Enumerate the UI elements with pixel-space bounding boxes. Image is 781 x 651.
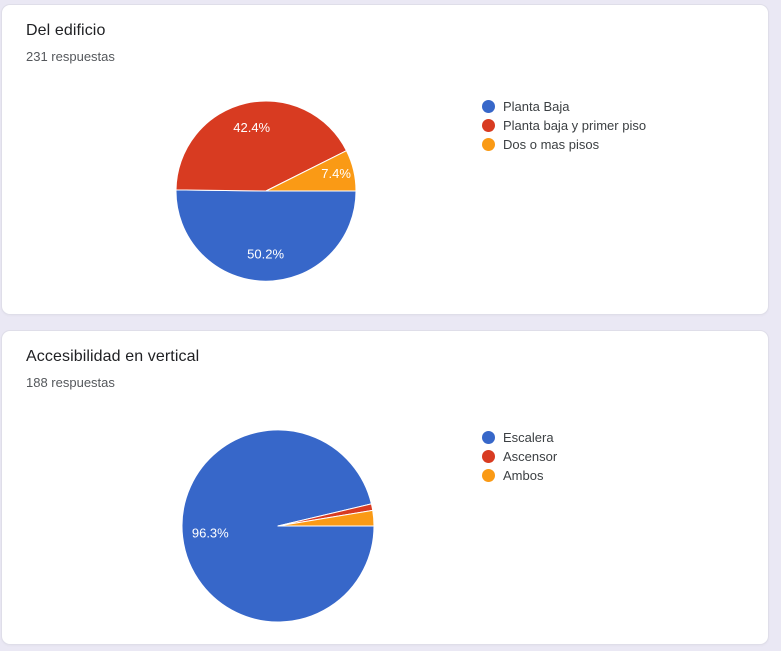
question-card-del-edificio: Del edificio 231 respuestas 50.2% 42.4% 7.… <box>1 4 769 315</box>
legend-color-dot <box>482 469 495 482</box>
chart-legend: Planta Baja Planta baja y primer piso Do… <box>482 97 646 154</box>
question-title: Accesibilidad en vertical <box>26 348 200 365</box>
pie-slice-label: 7.4% <box>321 166 351 181</box>
chart-legend: Escalera Ascensor Ambos <box>482 428 557 485</box>
pie-slice <box>265 150 357 192</box>
pie-chart: 50.2% 42.4% 7.4% <box>175 100 357 282</box>
legend-item: Ambos <box>482 466 557 485</box>
legend-item: Ascensor <box>482 447 557 466</box>
legend-label: Dos o mas pisos <box>503 137 600 152</box>
pie-slice-label: 42.4% <box>233 120 270 135</box>
legend-item: Escalera <box>482 428 557 447</box>
legend-label: Planta Baja <box>503 99 570 114</box>
legend-label: Escalera <box>503 430 554 445</box>
pie-slice-label: 50.2% <box>247 246 284 261</box>
question-card-accesibilidad: Accesibilidad en vertical 188 respuestas… <box>1 330 769 645</box>
response-count: 231 respuestas <box>26 49 115 64</box>
legend-color-dot <box>482 100 495 113</box>
pie-slice <box>175 100 347 192</box>
legend-color-dot <box>482 119 495 132</box>
pie-chart: 96.3% <box>181 429 375 623</box>
question-title: Del edificio <box>26 22 106 39</box>
pie-slice <box>277 509 375 527</box>
legend-label: Planta baja y primer piso <box>503 118 647 133</box>
legend-label: Ascensor <box>503 449 558 464</box>
legend-item: Dos o mas pisos <box>482 135 646 154</box>
pie-slice <box>175 189 357 282</box>
response-count: 188 respuestas <box>26 375 115 390</box>
pie-slice-label: 96.3% <box>192 525 229 540</box>
legend-item: Planta Baja <box>482 97 646 116</box>
legend-color-dot <box>482 431 495 444</box>
legend-color-dot <box>482 450 495 463</box>
legend-item: Planta baja y primer piso <box>482 116 646 135</box>
legend-label: Ambos <box>503 468 544 483</box>
legend-color-dot <box>482 138 495 151</box>
